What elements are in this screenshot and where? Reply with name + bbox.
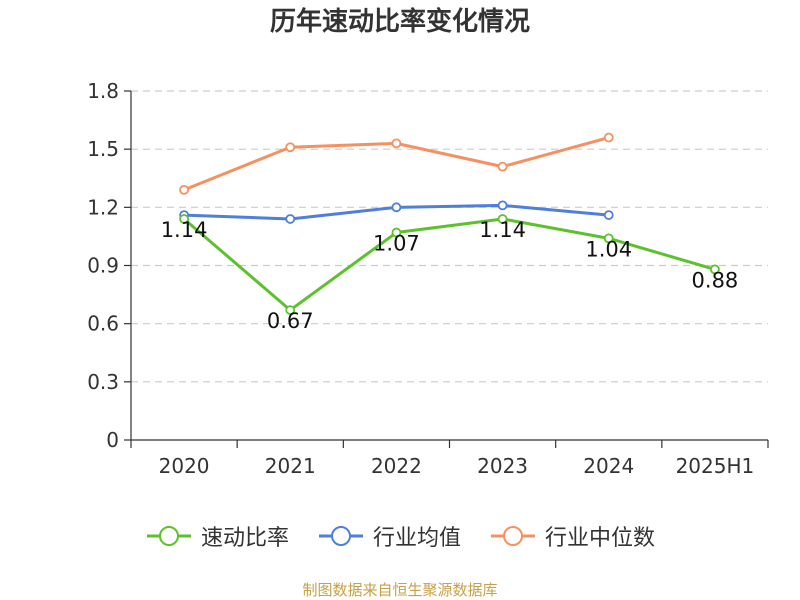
y-tick-label-3: 0.9	[87, 254, 119, 278]
point-s0-2021[interactable]	[285, 305, 296, 315]
grid-lines	[131, 90, 768, 383]
point-s0-2022[interactable]	[391, 227, 402, 238]
x-tick-label-2023: 2023	[477, 454, 528, 478]
legend-item-2[interactable]: 行业中位数	[489, 520, 655, 552]
point-s1-2023[interactable]	[497, 200, 508, 211]
chart-title: 历年速动比率变化情况	[269, 7, 530, 37]
legend-swatch-marker-2	[503, 526, 523, 546]
point-s0-2024[interactable]	[603, 233, 614, 244]
source-note: 制图数据来自恒生聚源数据库	[302, 581, 498, 599]
axes: 0 0.3 0.6 0.9 1.2 1.5 1.8 2020 2021 2022 2023 2024 2…	[87, 79, 769, 478]
data-label-2023: 1.14	[479, 218, 526, 242]
y-tick-label-2: 0.6	[87, 312, 119, 336]
legend-label-1: 行业均值	[372, 526, 461, 551]
data-label-2020: 1.14	[161, 218, 208, 242]
legend-label-2: 行业中位数	[545, 526, 656, 551]
legend-swatch-marker-1	[330, 526, 351, 546]
point-s0-2025H1[interactable]	[710, 264, 720, 275]
point-s2-2023[interactable]	[497, 161, 508, 172]
legend-item-0[interactable]: 速动比率	[145, 520, 289, 552]
point-s1-2022[interactable]	[391, 202, 402, 213]
legend-swatch-1	[318, 526, 363, 546]
legend-item-1[interactable]: 行业均值	[317, 520, 461, 552]
x-tick-label-2024: 2024	[583, 454, 634, 478]
y-tick-label-5: 1.5	[87, 137, 119, 161]
x-tick-label-2022: 2022	[371, 454, 422, 478]
x-tick-label-2025H1: 2025H1	[676, 454, 755, 478]
legend-swatch-2	[491, 526, 535, 546]
legend-swatch-0	[146, 526, 191, 546]
point-s2-2024[interactable]	[603, 132, 614, 143]
data-label-2022: 1.07	[373, 232, 420, 256]
y-tick-label-0: 0	[106, 428, 119, 452]
data-label-2021: 0.67	[267, 309, 314, 333]
data-label-2024: 1.04	[585, 237, 632, 261]
point-s2-2020[interactable]	[179, 184, 189, 195]
point-s1-2024[interactable]	[603, 210, 614, 220]
point-s0-2023[interactable]	[497, 214, 508, 224]
point-s1-2021[interactable]	[285, 214, 296, 224]
y-tick-label-1: 0.3	[87, 370, 119, 394]
legend: 速动比率 行业均值 行业中位数	[0, 520, 800, 552]
y-tick-label-4: 1.2	[87, 195, 119, 219]
series-lines	[179, 132, 720, 315]
x-tick-label-2020: 2020	[159, 454, 210, 478]
point-s2-2022[interactable]	[391, 138, 402, 149]
legend-label-0: 速动比率	[200, 526, 289, 551]
legend-swatch-marker-0	[158, 526, 179, 546]
point-s2-2021[interactable]	[285, 142, 296, 153]
point-s0-2020[interactable]	[179, 214, 189, 224]
data-labels: 1.14 0.67 1.07 1.14 1.04 0.88	[161, 218, 739, 333]
data-label-2025H1: 0.88	[692, 268, 739, 292]
x-tick-label-2021: 2021	[265, 454, 316, 478]
series-line-0	[183, 217, 716, 312]
y-tick-label-6: 1.8	[87, 79, 119, 103]
